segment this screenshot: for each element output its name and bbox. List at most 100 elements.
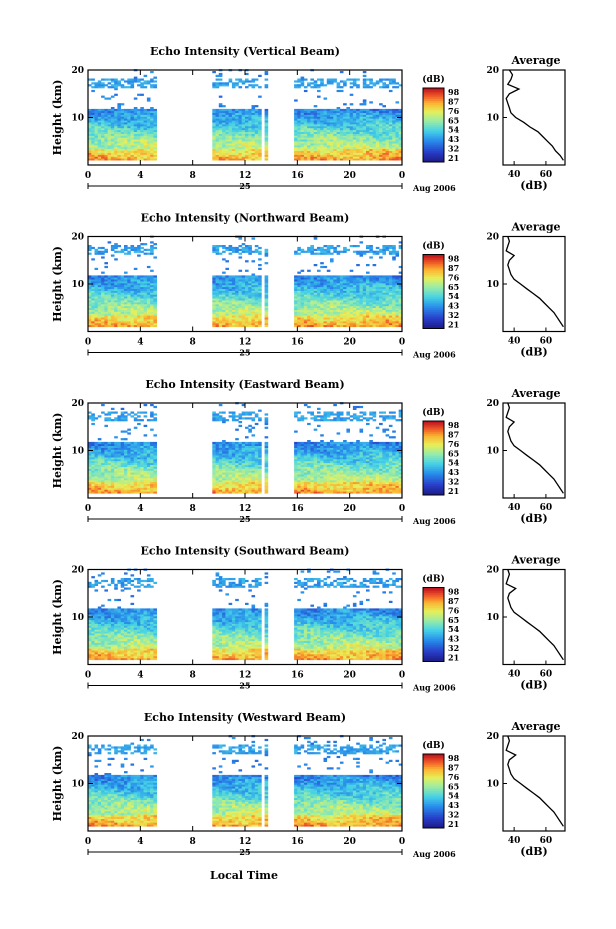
heatmap-cell bbox=[110, 281, 115, 284]
heatmap-cell bbox=[379, 300, 383, 303]
heatmap-cell bbox=[317, 313, 321, 316]
heatmap-cell bbox=[385, 317, 390, 320]
heatmap-cell bbox=[97, 118, 102, 121]
heatmap-cell bbox=[392, 246, 396, 250]
heatmap-cell bbox=[382, 250, 386, 253]
heatmap-cell bbox=[343, 108, 347, 112]
heatmap-cell bbox=[241, 150, 246, 153]
heatmap-cell bbox=[356, 137, 360, 140]
heatmap-cell bbox=[137, 108, 141, 112]
heatmap-cell bbox=[251, 250, 256, 253]
heatmap-cell bbox=[372, 300, 377, 303]
heatmap-cell bbox=[120, 118, 125, 121]
heatmap-cell bbox=[218, 321, 223, 324]
heatmap-cell bbox=[326, 145, 331, 148]
heatmap-cell bbox=[264, 275, 269, 278]
heatmap-cell bbox=[382, 319, 386, 322]
heatmap-cell bbox=[369, 141, 373, 144]
heatmap-cell bbox=[349, 307, 354, 310]
heatmap-cell bbox=[153, 148, 157, 151]
heatmap-cell bbox=[110, 411, 115, 414]
heatmap-cell bbox=[395, 114, 400, 117]
heatmap-cell bbox=[359, 309, 364, 312]
heatmap-cell bbox=[333, 311, 337, 314]
heatmap-cell bbox=[101, 148, 105, 151]
heatmap-cell bbox=[336, 245, 341, 248]
heatmap-cell bbox=[228, 145, 233, 148]
heatmap-cell bbox=[235, 84, 239, 87]
heatmap-cell bbox=[94, 443, 99, 446]
heatmap-cell bbox=[254, 302, 259, 305]
colorbar-swatch bbox=[423, 313, 444, 316]
heatmap-cell bbox=[238, 127, 243, 131]
heatmap-cell bbox=[310, 296, 314, 299]
heatmap-cell bbox=[333, 302, 337, 305]
heatmap-cell bbox=[94, 322, 99, 326]
heatmap-cell bbox=[313, 148, 318, 151]
heatmap-cell bbox=[300, 321, 305, 324]
heatmap-cell bbox=[317, 143, 321, 146]
heatmap-cell bbox=[215, 286, 220, 289]
heatmap-cell bbox=[150, 321, 154, 324]
heatmap-cell bbox=[323, 283, 328, 286]
heatmap-cell bbox=[375, 288, 380, 291]
heatmap-cell bbox=[110, 460, 115, 464]
heatmap-cell bbox=[323, 248, 328, 251]
heatmap-cell bbox=[114, 124, 118, 127]
heatmap-cell bbox=[150, 252, 154, 255]
heatmap-cell bbox=[124, 290, 128, 293]
heatmap-cell bbox=[339, 279, 344, 282]
heatmap-cell bbox=[146, 252, 151, 255]
heatmap-cell bbox=[140, 309, 144, 312]
heatmap-cell bbox=[398, 141, 403, 144]
heatmap-cell bbox=[343, 143, 347, 146]
heatmap-cell bbox=[91, 298, 95, 301]
heatmap-cell bbox=[303, 302, 308, 305]
heatmap-cell bbox=[382, 156, 386, 159]
heatmap-cell bbox=[366, 126, 370, 129]
heatmap-cell bbox=[320, 288, 324, 291]
heatmap-cell bbox=[235, 135, 239, 138]
heatmap-cell bbox=[385, 313, 390, 316]
heatmap-cell bbox=[375, 141, 380, 144]
heatmap-cell bbox=[228, 133, 233, 136]
profile-x-tick-label: 60 bbox=[540, 337, 553, 347]
heatmap-cell bbox=[137, 479, 141, 483]
heatmap-cell bbox=[366, 307, 370, 310]
heatmap-cell bbox=[133, 313, 138, 316]
heatmap-cell bbox=[97, 313, 102, 316]
heatmap-cell bbox=[323, 296, 328, 299]
heatmap-cell bbox=[137, 110, 141, 113]
heatmap-cell bbox=[326, 319, 331, 322]
heatmap-cell bbox=[369, 124, 373, 127]
heatmap-cell bbox=[362, 114, 367, 117]
heatmap-cell bbox=[320, 131, 324, 134]
heatmap-cell bbox=[231, 322, 236, 326]
heatmap-cell bbox=[336, 126, 341, 129]
heatmap-cell bbox=[133, 447, 138, 450]
heatmap-cell bbox=[356, 298, 360, 301]
heatmap-cell bbox=[124, 284, 128, 288]
heatmap-cell bbox=[349, 82, 354, 85]
heatmap-cell bbox=[235, 141, 239, 144]
heatmap-cell bbox=[248, 133, 252, 136]
y-tick-label: 20 bbox=[71, 66, 84, 76]
heatmap-cell bbox=[143, 302, 148, 305]
heatmap-cell bbox=[101, 143, 105, 146]
heatmap-cell bbox=[107, 292, 112, 295]
heatmap-cell bbox=[356, 116, 360, 119]
heatmap-cell bbox=[294, 277, 298, 280]
heatmap-cell bbox=[359, 307, 364, 310]
heatmap-cell bbox=[101, 324, 105, 328]
heatmap-cell bbox=[303, 139, 308, 142]
heatmap-cell bbox=[297, 148, 301, 151]
heatmap-cell bbox=[133, 445, 138, 448]
heatmap-cell bbox=[218, 118, 223, 121]
heatmap-cell bbox=[343, 275, 347, 278]
heatmap-cell bbox=[330, 321, 334, 324]
heatmap-cell bbox=[326, 311, 331, 314]
heatmap-cell bbox=[238, 256, 243, 259]
heatmap-cell bbox=[248, 129, 252, 132]
heatmap-cell bbox=[222, 137, 226, 140]
heatmap-cell bbox=[127, 459, 131, 462]
